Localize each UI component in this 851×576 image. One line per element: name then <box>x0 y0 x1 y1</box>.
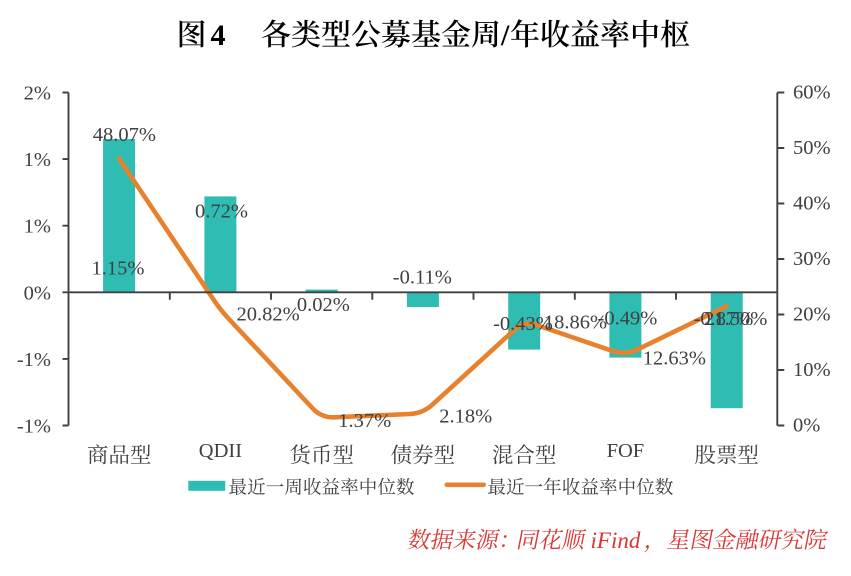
svg-text:20%: 20% <box>793 304 831 326</box>
svg-text:FOF: FOF <box>607 440 645 462</box>
svg-text:1%: 1% <box>24 149 51 171</box>
svg-text:0.72%: 0.72% <box>195 200 248 222</box>
svg-text:1.37%: 1.37% <box>338 410 391 432</box>
svg-text:10%: 10% <box>793 359 831 381</box>
svg-text:50%: 50% <box>793 137 831 159</box>
svg-text:-1%: -1% <box>17 416 51 438</box>
svg-text:30%: 30% <box>793 248 831 270</box>
svg-text:21.50%: 21.50% <box>704 308 767 330</box>
svg-text:iFind: iFind <box>591 528 641 553</box>
svg-text:48.07%: 48.07% <box>93 124 156 146</box>
svg-text:60%: 60% <box>793 82 831 104</box>
svg-text:1.15%: 1.15% <box>92 258 145 280</box>
svg-text:0%: 0% <box>24 282 51 304</box>
svg-text:-0.49%: -0.49% <box>598 308 658 330</box>
svg-text:1%: 1% <box>24 216 51 238</box>
svg-text:-0.11%: -0.11% <box>393 267 452 289</box>
svg-text:-1%: -1% <box>17 349 51 371</box>
svg-text:18.86%: 18.86% <box>544 312 607 334</box>
svg-text:12.63%: 12.63% <box>643 348 706 370</box>
svg-text:20.82%: 20.82% <box>236 304 299 326</box>
svg-text:4: 4 <box>211 19 226 52</box>
svg-text:-0.43%: -0.43% <box>493 313 553 335</box>
svg-text:0%: 0% <box>793 415 820 437</box>
svg-text:-0.87%: -0.87% <box>694 308 754 330</box>
svg-text:QDII: QDII <box>199 440 242 462</box>
svg-text:0.02%: 0.02% <box>297 294 350 316</box>
svg-text:2.18%: 2.18% <box>439 406 492 428</box>
svg-text:40%: 40% <box>793 193 831 215</box>
svg-text:2%: 2% <box>24 83 51 105</box>
svg-text:/: / <box>500 19 510 52</box>
